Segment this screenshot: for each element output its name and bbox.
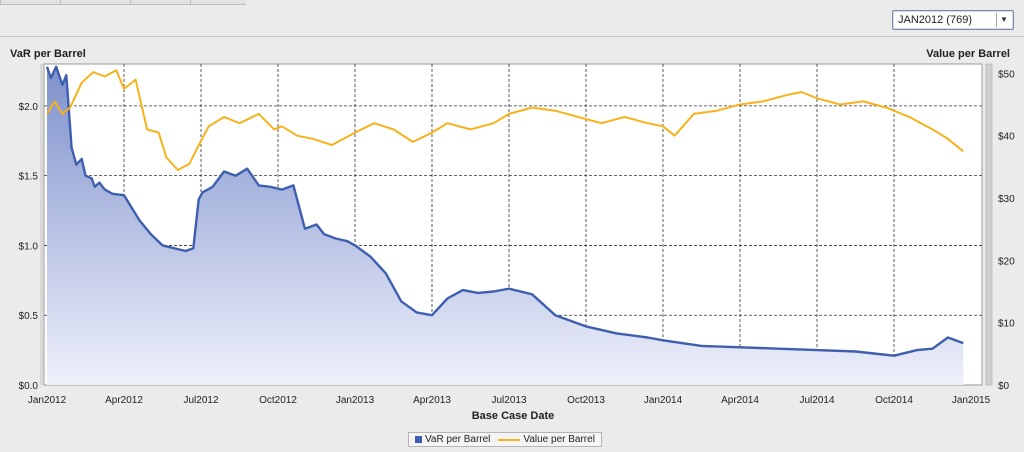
legend-item-var[interactable]: VaR per Barrel xyxy=(415,433,490,446)
x-tick-label: Apr2012 xyxy=(105,395,143,406)
tab-1[interactable] xyxy=(0,0,61,5)
chevron-down-icon[interactable]: ▼ xyxy=(996,13,1011,27)
x-tick-label: Apr2014 xyxy=(721,395,759,406)
x-tick-label: Oct2014 xyxy=(875,395,913,406)
y-left-tick-label: $1.0 xyxy=(19,241,39,252)
x-tick-label: Oct2013 xyxy=(567,395,605,406)
x-tick-label: Jan2013 xyxy=(336,395,375,406)
y-left-tick-label: $2.0 xyxy=(19,102,39,113)
tab-strip xyxy=(0,0,300,5)
left-axis-scrollbar xyxy=(40,64,43,385)
y-right-tick-label: $10 xyxy=(998,319,1015,330)
x-tick-label: Jul2013 xyxy=(491,395,526,406)
header-divider xyxy=(0,36,1024,37)
y-left-tick-label: $0.5 xyxy=(19,311,39,322)
legend-label-var: VaR per Barrel xyxy=(425,434,491,445)
y-left-tick-label: $0.0 xyxy=(19,381,39,392)
series-var-line xyxy=(45,65,964,357)
y-right-tick-label: $40 xyxy=(998,132,1015,143)
x-tick-label: Oct2012 xyxy=(259,395,297,406)
x-tick-label: Jan2015 xyxy=(952,395,991,406)
y-left-tick-label: $1.5 xyxy=(19,172,39,183)
x-tick-label: Jul2012 xyxy=(183,395,218,406)
y-right-tick-label: $30 xyxy=(998,194,1015,205)
series-var-area xyxy=(47,66,964,386)
series-value-line xyxy=(46,69,964,171)
y-right-tick-label: $0 xyxy=(998,381,1010,392)
chart-legend: VaR per Barrel Value per Barrel xyxy=(408,432,602,447)
x-tick-label: Jan2012 xyxy=(28,395,67,406)
x-tick-label: Apr2013 xyxy=(413,395,451,406)
legend-swatch-value xyxy=(498,438,521,441)
y-right-tick-label: $20 xyxy=(998,256,1015,267)
legend-label-value: Value per Barrel xyxy=(523,434,595,445)
period-dropdown[interactable]: JAN2012 (769) ▼ xyxy=(892,10,1014,30)
x-axis-title: Base Case Date xyxy=(472,410,555,422)
right-axis-title: Value per Barrel xyxy=(926,48,1010,60)
x-tick-label: Jan2014 xyxy=(644,395,683,406)
left-axis-title: VaR per Barrel xyxy=(10,48,86,60)
x-tick-label: Jul2014 xyxy=(799,395,834,406)
right-axis-scrollbar xyxy=(985,63,993,386)
tab-2[interactable] xyxy=(60,0,131,5)
period-dropdown-value: JAN2012 (769) xyxy=(898,14,972,26)
y-right-tick-label: $50 xyxy=(998,69,1015,80)
chart-svg: $0.0 $0.5 $1.0 $1.5 $2.0 $0 $10 $20 $30 $40 $50 Jan… xyxy=(19,63,1015,422)
legend-item-value[interactable]: Value per Barrel xyxy=(498,433,595,446)
tab-4[interactable] xyxy=(190,0,246,5)
tab-3[interactable] xyxy=(130,0,191,5)
legend-swatch-var xyxy=(415,436,422,443)
